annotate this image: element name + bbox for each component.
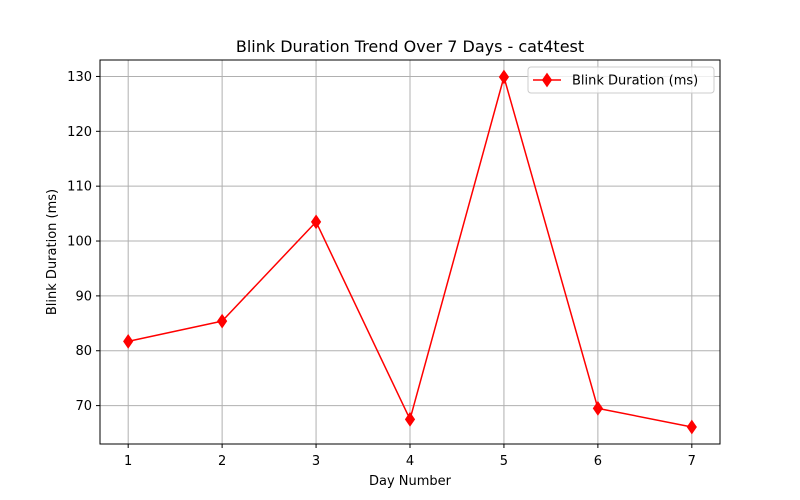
x-tick-label: 1 (124, 454, 132, 469)
data-point (123, 334, 134, 349)
x-tick-label: 4 (406, 454, 414, 469)
data-point (404, 411, 416, 427)
x-tick-label: 7 (688, 454, 696, 469)
legend-label: Blink Duration (ms) (572, 74, 698, 89)
y-tick-label: 110 (67, 180, 92, 195)
y-axis-ticks: 70 80 90 100 110 120 130 (67, 70, 100, 414)
x-tick-label: 2 (218, 454, 226, 469)
legend-box (527, 66, 715, 94)
y-tick-label: 70 (75, 399, 92, 414)
legend-marker-icon (541, 72, 553, 88)
data-point (498, 69, 510, 85)
y-axis-label: Blink Duration (ms) (45, 189, 60, 315)
x-tick-label: 3 (312, 454, 320, 469)
x-axis-label: Day Number (369, 474, 452, 489)
x-tick-label: 5 (500, 454, 508, 469)
series-layer (123, 69, 697, 435)
data-point (217, 313, 228, 329)
y-tick-label: 120 (67, 125, 92, 140)
y-tick-label: 90 (75, 289, 92, 304)
axes-frame (99, 59, 721, 445)
chart-title: Blink Duration Trend Over 7 Days - cat4t… (236, 37, 584, 56)
data-point (592, 400, 603, 416)
x-axis-ticks: 1 2 3 4 5 6 7 (124, 444, 696, 469)
legend: Blink Duration (ms) (527, 66, 715, 94)
y-tick-label: 80 (75, 344, 92, 359)
grid (100, 60, 720, 444)
y-tick-label: 130 (67, 70, 92, 85)
data-point (310, 214, 322, 230)
data-point (686, 419, 697, 435)
y-tick-label: 100 (67, 235, 92, 250)
x-tick-label: 6 (594, 454, 602, 469)
